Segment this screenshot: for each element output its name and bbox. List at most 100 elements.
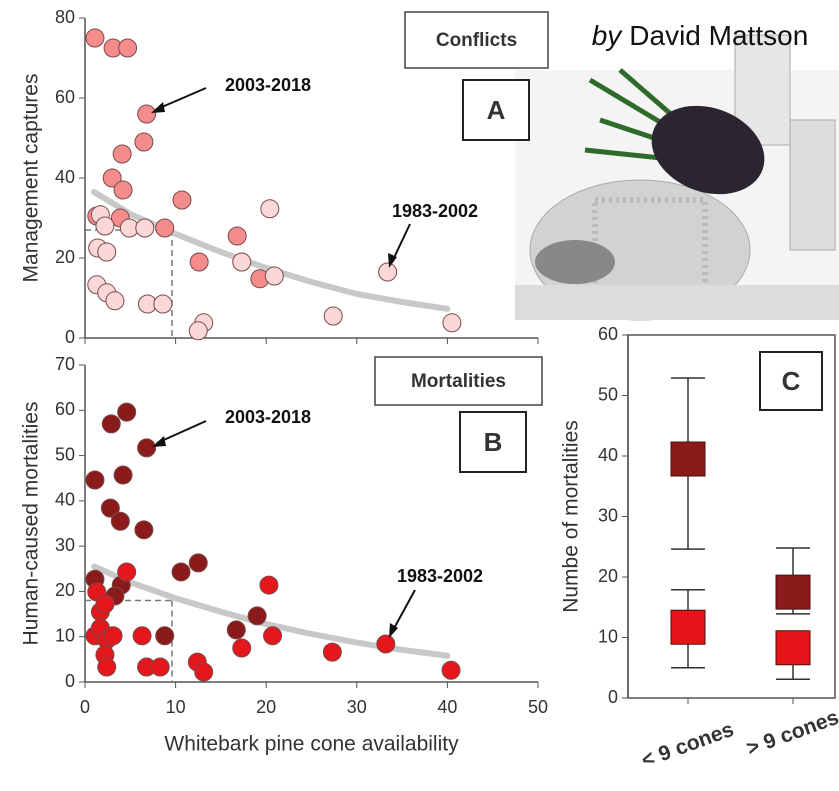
data-point	[378, 262, 398, 282]
y-tick-label: 80	[55, 7, 75, 27]
data-point	[103, 626, 123, 646]
y-tick-label: 0	[65, 671, 75, 691]
arrow-head	[151, 102, 165, 113]
y-tick-label: 0	[608, 687, 618, 707]
y-tick-label: 20	[55, 580, 75, 600]
panel-title: Mortalities	[411, 371, 506, 392]
panel-label-box	[759, 351, 823, 411]
mean-marker	[670, 441, 706, 477]
annotation: 2003-2018	[225, 407, 311, 427]
data-point	[113, 180, 133, 200]
y-tick-label: 10	[55, 625, 75, 645]
title-box	[374, 356, 543, 406]
panel-label: A	[487, 95, 506, 125]
data-point	[232, 252, 252, 272]
data-point	[247, 606, 267, 626]
annotation: 2003-2018	[225, 75, 311, 95]
data-point	[226, 620, 246, 640]
data-point	[113, 465, 133, 485]
data-point	[153, 294, 173, 314]
y-tick-label: 40	[55, 490, 75, 510]
data-point	[188, 321, 208, 341]
data-point	[323, 306, 343, 326]
credit-name: David Mattson	[629, 20, 808, 51]
data-point	[376, 634, 396, 654]
data-point	[112, 144, 132, 164]
y-axis-label: Human-caused mortalities	[20, 402, 43, 646]
y-tick-label: 70	[55, 354, 75, 374]
y-tick-label: 30	[598, 505, 618, 525]
data-point	[132, 626, 152, 646]
data-point	[155, 626, 175, 646]
arrow-head	[389, 623, 398, 638]
mean-marker	[670, 609, 706, 645]
data-point	[260, 199, 280, 219]
panel-label: C	[782, 366, 801, 396]
annotation: 1983-2002	[397, 566, 483, 586]
data-point	[259, 575, 279, 595]
data-point	[441, 660, 461, 680]
x-tick-label: 40	[437, 697, 457, 717]
data-point	[137, 104, 157, 124]
x-tick-label: 30	[347, 697, 367, 717]
data-point	[172, 190, 192, 210]
data-point	[101, 414, 121, 434]
data-point	[118, 38, 138, 58]
data-point	[135, 218, 155, 238]
title-box	[404, 11, 549, 69]
y-axis-label: Numbe of mortalities	[560, 420, 583, 613]
y-tick-label: 50	[55, 444, 75, 464]
mean-marker	[775, 630, 811, 666]
data-point	[105, 291, 125, 311]
x-tick-label: 0	[80, 697, 90, 717]
trap-door	[734, 34, 791, 146]
credit: by David Mattson	[592, 20, 809, 51]
y-axis-label: Management captures	[20, 74, 43, 283]
pine-needles	[584, 68, 697, 163]
data-point	[227, 226, 247, 246]
x-tick-label: 50	[528, 697, 548, 717]
data-point	[264, 266, 284, 286]
y-tick-label: 0	[65, 327, 75, 347]
arrow	[391, 589, 416, 633]
data-point	[263, 626, 283, 646]
panel-label: B	[484, 427, 503, 457]
data-point	[171, 562, 191, 582]
x-axis-label: Whitebark pine cone availability	[164, 733, 459, 756]
pine-cone	[651, 105, 765, 195]
y-tick-label: 20	[55, 247, 75, 267]
x-tick-label: < 9 cones	[638, 718, 736, 773]
data-point	[97, 657, 117, 677]
arrow-head	[152, 436, 166, 447]
data-point	[100, 498, 120, 518]
trap-frame	[789, 119, 836, 251]
data-point	[134, 132, 154, 152]
arrow-head	[388, 253, 397, 268]
data-point	[150, 657, 170, 677]
data-point	[189, 252, 209, 272]
y-tick-label: 60	[55, 399, 75, 419]
data-point	[117, 562, 137, 582]
y-tick-label: 40	[55, 167, 75, 187]
data-point	[137, 438, 157, 458]
bear	[535, 240, 615, 284]
x-tick-label: 20	[256, 697, 276, 717]
data-point	[110, 511, 130, 531]
data-point	[442, 313, 462, 333]
data-point	[232, 638, 252, 658]
ground	[515, 285, 839, 320]
data-point	[188, 553, 208, 573]
data-point	[85, 28, 105, 48]
data-point	[194, 662, 214, 682]
data-point	[97, 242, 117, 262]
y-tick-label: 30	[55, 535, 75, 555]
data-point	[95, 594, 115, 614]
data-point	[155, 218, 175, 238]
panel-label-box	[462, 79, 530, 141]
data-point	[102, 168, 122, 188]
y-tick-label: 60	[598, 324, 618, 344]
panel-title: Conflicts	[436, 30, 517, 51]
annotations: 2003-2018 1983-2002 2003-2018 1983-2002	[151, 75, 483, 638]
data-point	[134, 520, 154, 540]
